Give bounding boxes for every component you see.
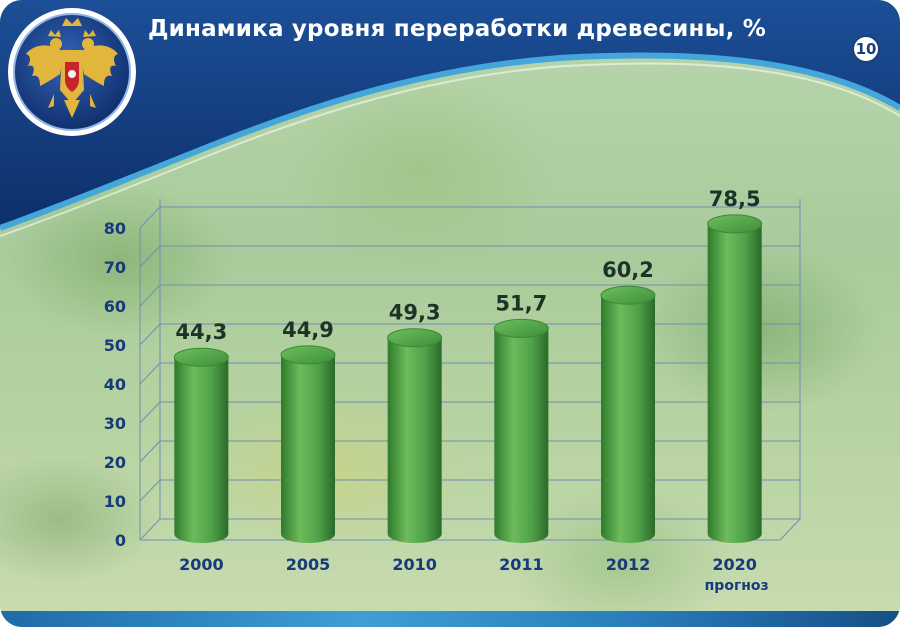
value-label: 51,7	[495, 291, 547, 315]
value-label: 49,3	[389, 301, 441, 325]
bar-body	[281, 354, 335, 543]
gridline-side	[139, 323, 161, 346]
bar-body	[494, 328, 549, 543]
y-tick-label: 80	[104, 219, 126, 238]
y-tick-label: 70	[104, 258, 126, 277]
bar	[707, 214, 763, 543]
x-tick-sublabel: прогноз	[705, 578, 769, 594]
gridline-side	[139, 206, 161, 229]
page-title: Динамика уровня переработки древесины, %	[148, 16, 767, 42]
chart-axes: 0 10 20 30 40 50 60 70 80	[104, 199, 801, 550]
x-tick-label: 2010	[392, 555, 437, 574]
y-tick-label: 10	[104, 492, 126, 511]
bar	[493, 318, 549, 543]
x-tick-label: 2005	[286, 555, 331, 574]
bar-cap	[600, 285, 656, 305]
gridline-side	[139, 440, 161, 463]
gridline-side	[139, 479, 161, 502]
bar-body	[387, 337, 442, 543]
bar-body	[601, 295, 655, 543]
value-label: 60,2	[602, 258, 654, 282]
y-tick-label: 30	[104, 414, 126, 433]
value-label: 78,5	[709, 187, 761, 211]
bar	[387, 328, 443, 543]
y-tick-label: 60	[104, 297, 126, 316]
bar	[280, 345, 336, 543]
bar-cap	[493, 318, 549, 338]
gridline-side	[139, 284, 161, 307]
y-tick-label: 40	[104, 375, 126, 394]
x-tick-label: 2000	[179, 555, 224, 574]
gridline-side	[139, 518, 161, 541]
russian-coat-of-arms-icon	[8, 8, 136, 136]
bar	[173, 347, 229, 543]
bar-cap	[387, 328, 443, 348]
bar-body	[707, 223, 762, 543]
x-tick-label: 2020	[712, 555, 757, 574]
bar-cap	[707, 214, 763, 234]
chart-bars	[173, 214, 763, 543]
value-label: 44,3	[175, 320, 227, 344]
x-tick-label: 2012	[606, 555, 651, 574]
gridline-side	[139, 362, 161, 385]
y-tick-label: 20	[104, 453, 126, 472]
gridline-side	[139, 245, 161, 268]
chart-grid	[139, 206, 800, 541]
bar-cap	[173, 347, 229, 367]
bottom-strip	[0, 611, 900, 627]
value-label: 44,9	[282, 318, 334, 342]
bar	[600, 285, 656, 543]
chart-labels: 44,3 2000 44,9 2005 49,3 2010 51,7 2011 60,2 2012…	[175, 187, 768, 594]
floor-edge	[779, 518, 801, 541]
page-number-badge: 10	[852, 35, 880, 63]
x-tick-label: 2011	[499, 555, 544, 574]
bar-cap	[280, 345, 336, 365]
y-tick-label: 0	[115, 531, 126, 550]
gridline-side	[139, 401, 161, 424]
y-tick-label: 50	[104, 336, 126, 355]
bar-body	[174, 357, 229, 543]
header-banner	[0, 0, 900, 237]
